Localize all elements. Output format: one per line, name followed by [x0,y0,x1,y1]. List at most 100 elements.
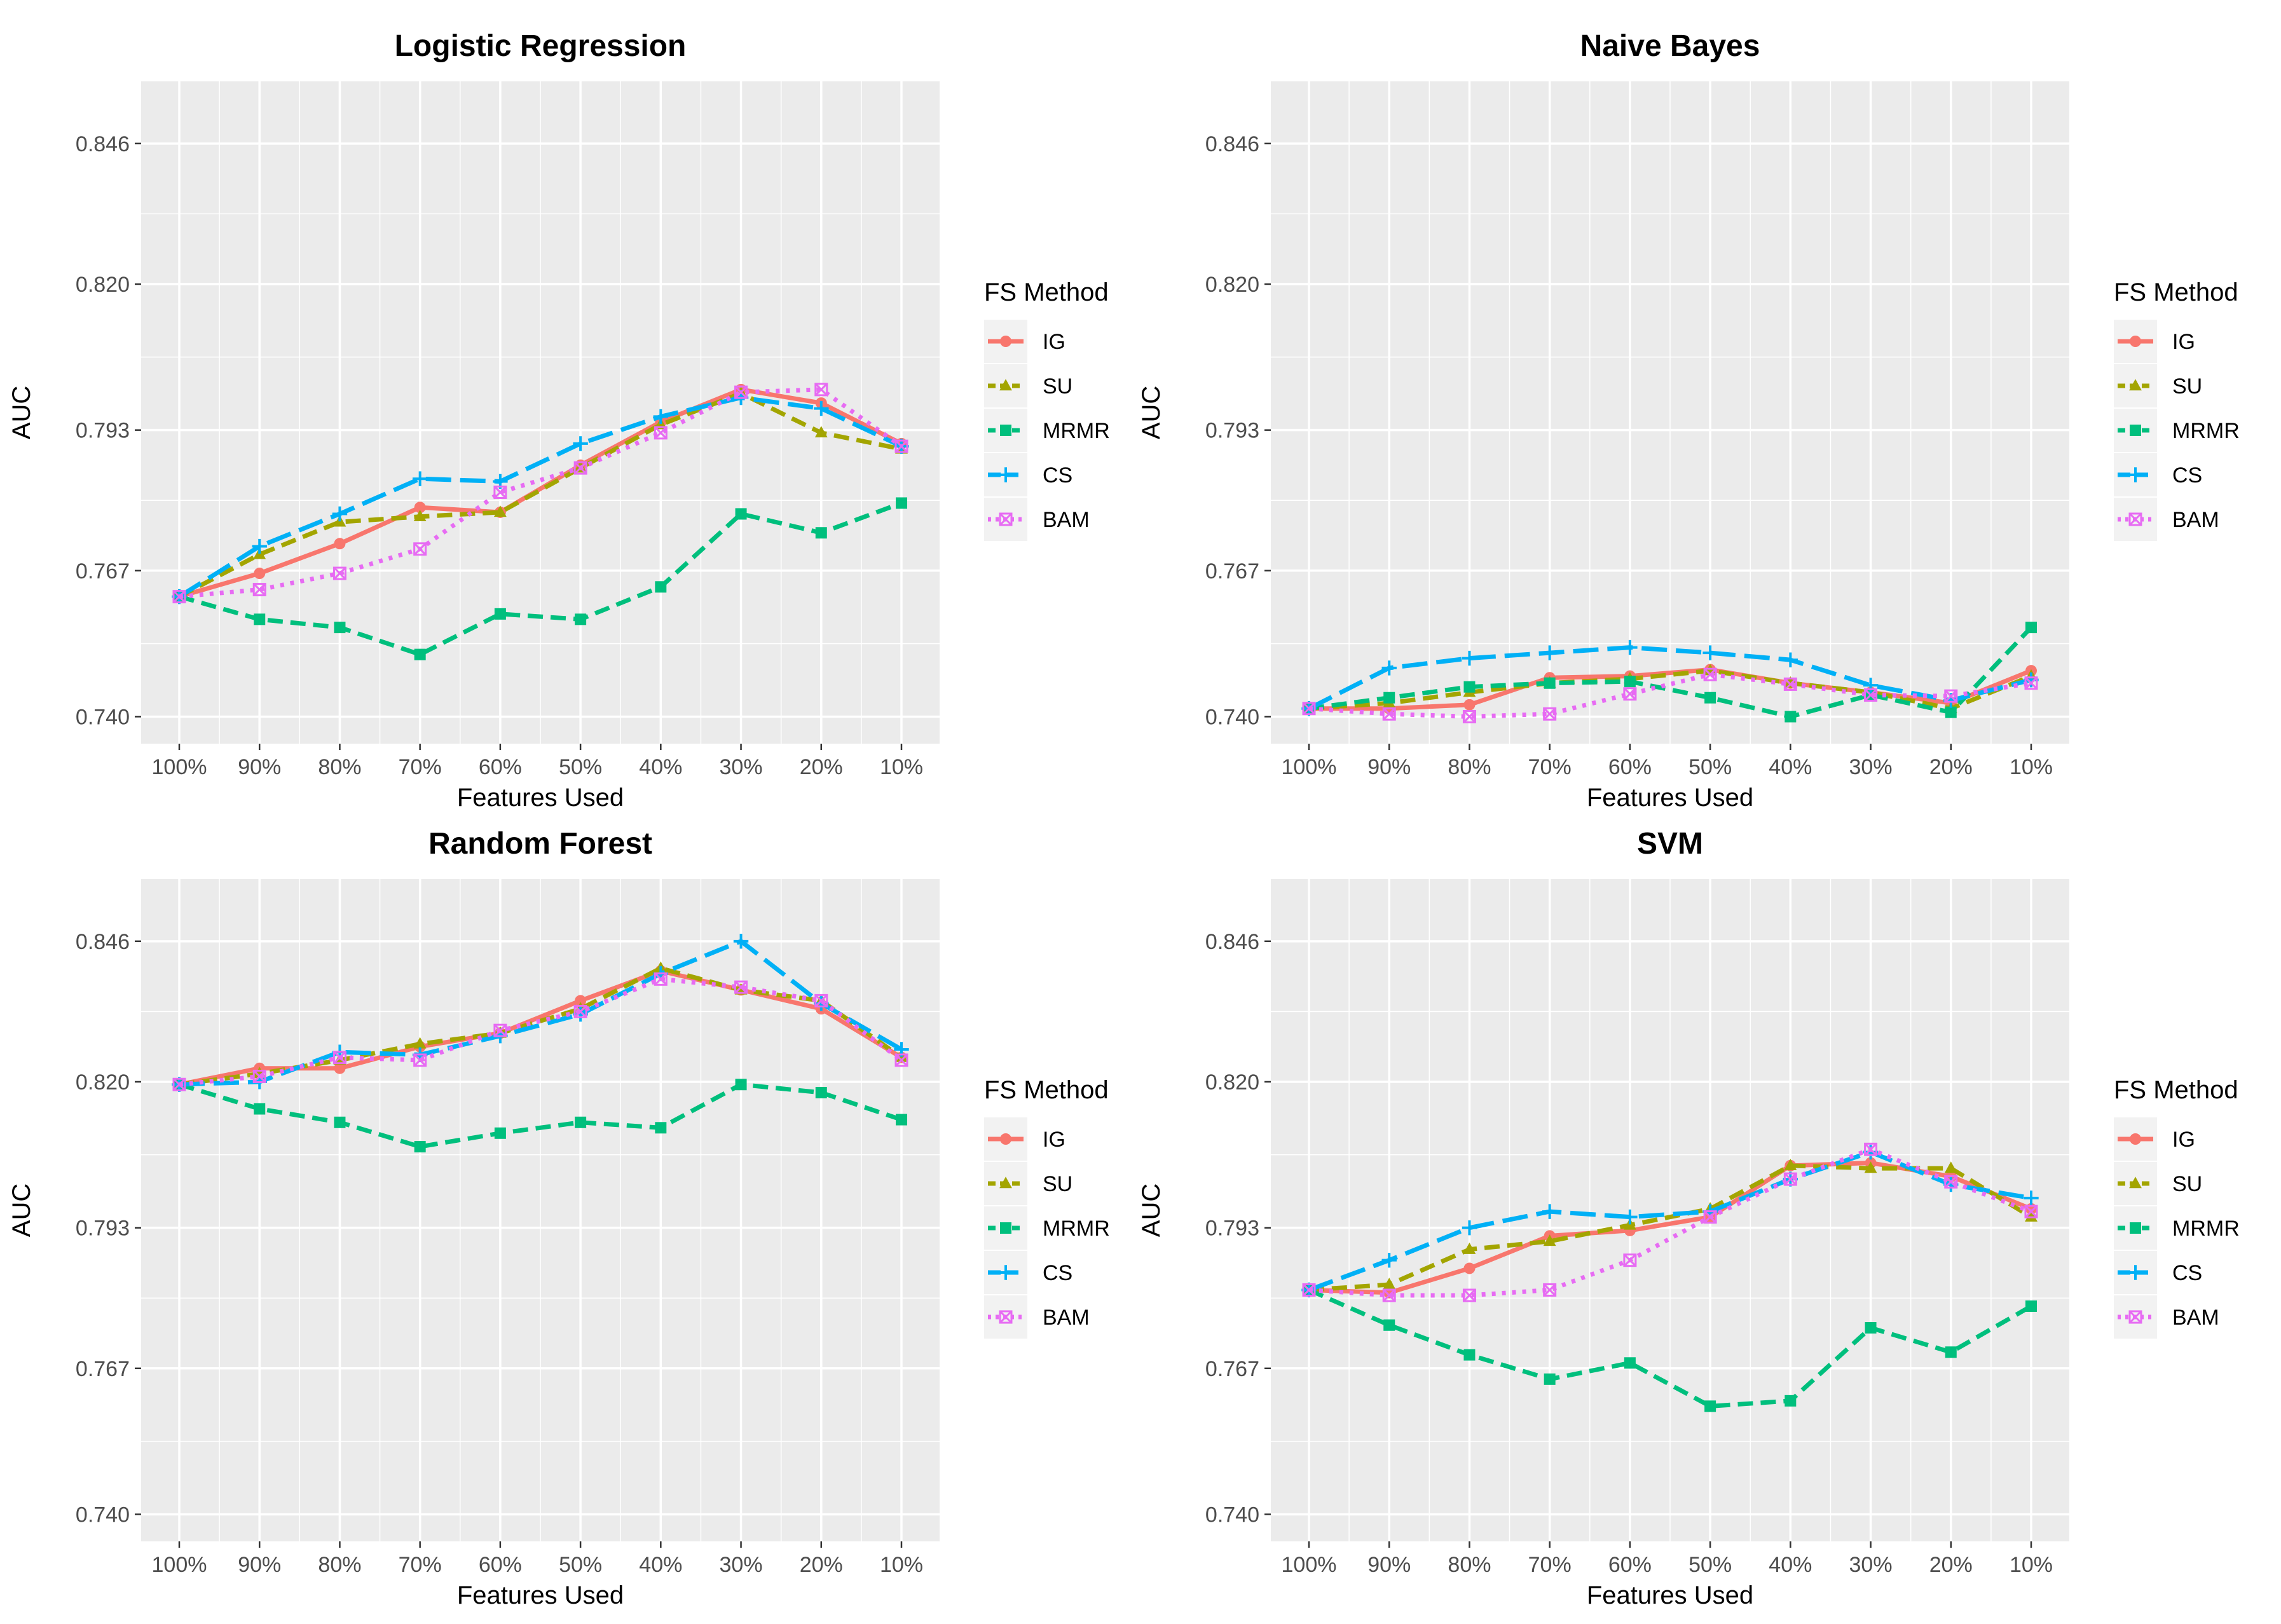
marker-mrmr [1463,681,1476,693]
y-tick-label: 0.820 [76,273,130,297]
marker-su [814,426,828,438]
x-tick-label: 70% [1528,1553,1572,1577]
marker-mrmr [2130,1222,2141,1234]
x-tick-label: 90% [238,1553,281,1577]
marker-su [1383,1278,1396,1290]
marker-cs [1462,650,1477,666]
marker-ig [2130,1133,2141,1145]
legend-item-ig: IG [2114,1117,2195,1161]
marker-cs [1783,652,1798,667]
x-tick-label: 100% [1282,755,1337,779]
x-tick-label: 30% [1849,755,1893,779]
y-axis-label: AUC [8,1184,36,1237]
marker-su [2129,379,2142,391]
series-line-su [178,391,902,599]
y-tick-label: 0.767 [1205,559,1259,583]
x-tick-label: 20% [800,1553,843,1577]
marker-bam [999,512,1013,526]
marker-mrmr [1945,706,1957,718]
marker-cs [814,400,829,416]
legend-label: SU [2172,374,2202,399]
series-line-cs [179,939,903,1087]
marker-mrmr [1624,1357,1636,1369]
marker-su [2025,1210,2038,1222]
marker-bam [252,1069,266,1083]
marker-mrmr [1624,676,1636,688]
marker-bam [172,1077,186,1091]
legend-item-bam: BAM [984,498,1090,541]
marker-bam [1382,1288,1396,1302]
marker-mrmr [896,497,907,509]
x-tick-label: 40% [639,1553,682,1577]
marker-bam [332,1051,346,1065]
legend-label: MRMR [1043,1217,1110,1241]
marker-su [493,505,507,517]
marker-su [413,1037,427,1049]
marker-su [1864,1161,1877,1173]
marker-bam [1783,677,1797,691]
marker-bam [894,1053,908,1067]
marker-bam [1462,709,1476,723]
legend-label: IG [1043,1128,1065,1152]
legend-item-mrmr: MRMR [2114,1206,2240,1250]
marker-bam [2128,1310,2142,1324]
marker-mrmr [494,1127,506,1139]
x-tick-label: 60% [1608,1553,1652,1577]
marker-mrmr [815,527,827,539]
marker-cs [653,409,669,425]
chart-title: SVM [1637,827,1703,861]
legend-item-mrmr: MRMR [984,1206,1110,1250]
legend: FS Method IG SU MRMR CS BAM [2114,1076,2240,1339]
marker-su [999,1177,1012,1189]
legend-label: CS [1043,1261,1072,1285]
marker-cs [998,1265,1013,1280]
marker-mrmr [1784,1395,1797,1407]
x-axis-label: Features Used [457,784,624,812]
marker-mrmr [2130,425,2141,436]
marker-cs [252,538,267,554]
chart-title: Random Forest [428,827,652,861]
legend-label: IG [2172,330,2195,354]
series-line-cs [1308,1150,2032,1292]
y-tick-label: 0.820 [1205,273,1259,297]
legend-title: FS Method [984,278,1109,306]
series-line-mrmr [1308,625,2033,719]
x-tick-label: 100% [152,755,207,779]
marker-cs [2128,1265,2143,1280]
legend-label: SU [1043,374,1072,399]
marker-ig [1463,699,1476,711]
x-tick-label: 50% [559,755,602,779]
marker-mrmr [1865,1322,1877,1334]
x-tick-label: 40% [1769,1553,1812,1577]
marker-mrmr [334,1116,346,1128]
marker-bam [1462,1288,1476,1302]
marker-cs [733,934,749,949]
series-bam [1302,1142,2038,1302]
marker-cs [998,467,1013,482]
legend-label: BAM [2172,508,2219,532]
marker-mrmr [1704,1400,1716,1412]
marker-bam [734,980,748,994]
y-tick-label: 0.740 [76,705,130,729]
y-axis-label: AUC [8,386,36,439]
series-bam [1302,667,2038,723]
marker-cs [1702,645,1718,660]
y-tick-label: 0.820 [1205,1070,1259,1095]
marker-bam [2024,676,2038,690]
x-axis-label: Features Used [1587,1581,1753,1609]
legend-label: IG [2172,1128,2195,1152]
marker-mrmr [1945,1346,1957,1358]
marker-bam [573,1004,587,1018]
marker-mrmr [414,648,426,660]
marker-ig [334,538,346,550]
marker-bam [814,993,828,1007]
marker-mrmr [1544,1373,1556,1385]
legend-item-cs: CS [2114,453,2202,496]
marker-cs [573,436,588,451]
y-tick-label: 0.767 [1205,1357,1259,1381]
marker-cs [1622,1209,1638,1225]
series-line-ig [179,387,903,599]
marker-mrmr [575,1116,587,1128]
marker-mrmr [2025,1300,2037,1312]
marker-bam [1703,667,1717,681]
